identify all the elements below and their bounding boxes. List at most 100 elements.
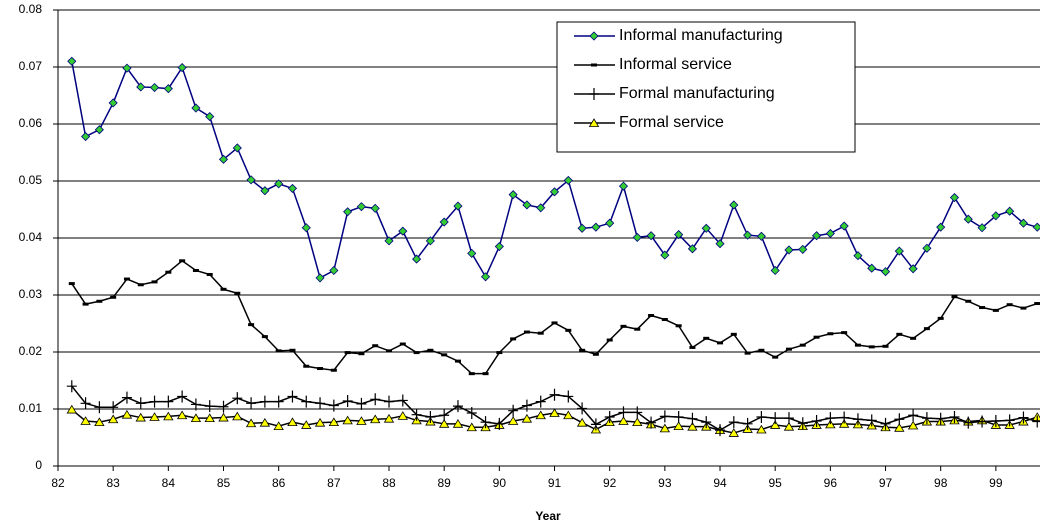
marker <box>218 400 229 413</box>
marker <box>163 395 174 408</box>
marker <box>248 323 255 327</box>
marker <box>273 395 284 408</box>
marker <box>634 327 641 331</box>
marker <box>507 416 519 425</box>
marker <box>191 103 201 113</box>
marker <box>110 295 117 299</box>
marker <box>894 413 905 426</box>
marker <box>413 351 420 355</box>
marker <box>287 390 298 403</box>
marker <box>523 330 530 334</box>
marker <box>799 343 806 347</box>
marker <box>756 231 766 241</box>
x-tick-label: 95 <box>769 476 783 490</box>
marker <box>632 406 643 419</box>
y-tick-label: 0.07 <box>19 59 43 73</box>
marker <box>992 308 999 312</box>
marker <box>839 411 850 424</box>
marker <box>218 154 229 164</box>
marker <box>715 239 725 249</box>
marker <box>522 200 532 210</box>
marker <box>494 417 505 430</box>
marker <box>121 391 132 404</box>
marker <box>577 223 587 233</box>
marker <box>1034 302 1040 306</box>
marker <box>108 401 119 414</box>
marker <box>384 395 395 408</box>
x-tick-label: 89 <box>438 476 452 490</box>
marker <box>482 372 489 376</box>
marker <box>317 367 324 371</box>
marker <box>412 254 422 264</box>
marker <box>205 112 215 122</box>
x-tick-label: 99 <box>989 476 1003 490</box>
x-axis-title: Year <box>535 509 561 523</box>
marker <box>301 420 312 429</box>
marker <box>123 277 130 281</box>
x-tick-label: 84 <box>162 476 176 490</box>
marker <box>867 263 877 273</box>
marker <box>813 335 820 339</box>
marker <box>163 84 173 94</box>
marker <box>673 410 684 423</box>
marker <box>536 203 546 213</box>
marker <box>549 408 560 417</box>
marker <box>425 410 436 423</box>
marker <box>977 415 988 428</box>
marker <box>825 228 835 239</box>
marker <box>715 424 726 437</box>
marker <box>742 417 753 430</box>
marker <box>729 200 739 210</box>
legend-label: Informal manufacturing <box>619 27 783 44</box>
marker <box>1020 306 1027 310</box>
marker <box>521 413 533 423</box>
marker <box>853 251 863 261</box>
y-tick-label: 0.05 <box>19 173 43 187</box>
x-tick-label: 93 <box>658 476 672 490</box>
marker <box>259 417 271 427</box>
marker <box>589 88 599 100</box>
marker <box>618 406 629 419</box>
marker <box>218 412 229 422</box>
marker <box>179 259 186 263</box>
marker <box>259 395 270 408</box>
marker <box>854 343 861 347</box>
marker <box>232 392 243 405</box>
marker <box>314 417 326 427</box>
marker <box>80 397 91 410</box>
marker <box>604 410 615 423</box>
marker <box>949 410 960 423</box>
marker <box>453 201 463 211</box>
marker <box>648 314 655 318</box>
marker <box>177 63 187 73</box>
marker <box>232 143 242 153</box>
marker <box>165 270 172 274</box>
marker <box>687 244 698 254</box>
marker <box>107 414 119 424</box>
marker <box>344 351 351 355</box>
marker <box>868 345 875 349</box>
marker <box>439 409 450 422</box>
marker <box>785 347 792 351</box>
marker <box>882 344 889 348</box>
marker <box>315 273 325 283</box>
marker <box>783 421 795 431</box>
marker <box>190 398 201 411</box>
marker <box>689 345 696 349</box>
marker <box>769 420 781 429</box>
marker <box>590 418 601 431</box>
marker <box>894 423 905 432</box>
marker <box>537 331 544 335</box>
marker <box>606 338 613 342</box>
marker <box>384 236 394 246</box>
marker <box>136 82 146 92</box>
marker <box>370 203 380 213</box>
marker <box>563 175 573 185</box>
x-tick-label: 83 <box>106 476 120 490</box>
marker <box>921 412 932 425</box>
marker <box>632 232 642 242</box>
marker <box>439 217 449 227</box>
marker <box>730 332 737 336</box>
marker <box>770 265 780 276</box>
marker <box>811 414 822 427</box>
